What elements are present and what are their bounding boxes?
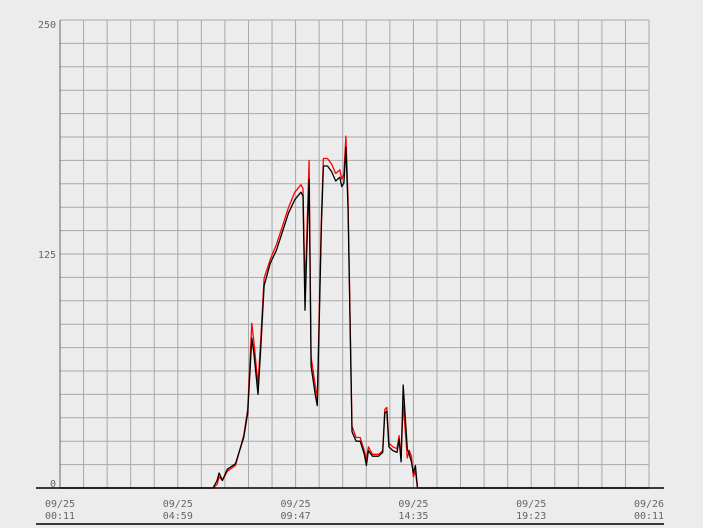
series-line-black: [60, 146, 649, 489]
x-tick-time-label: 09:47: [281, 511, 311, 522]
x-tick-date-label: 09/25: [398, 499, 428, 510]
x-tick-date-label: 09/25: [45, 499, 75, 510]
x-tick-date-label: 09/26: [634, 499, 664, 510]
x-tick-time-label: 00:11: [634, 511, 664, 522]
x-tick-date-label: 09/25: [281, 499, 311, 510]
axis-lines: [36, 20, 664, 525]
y-tick-label: 0: [50, 479, 56, 490]
x-axis-labels: 09/2500:1109/2504:5909/2509:4709/2514:35…: [45, 499, 664, 522]
series-layer: [60, 135, 649, 489]
x-tick-time-label: 14:35: [398, 511, 428, 522]
x-tick-date-label: 09/25: [163, 499, 193, 510]
y-tick-label: 250: [38, 20, 56, 31]
x-tick-time-label: 04:59: [163, 511, 193, 522]
y-axis-labels: 0 125 250: [38, 20, 56, 490]
y-tick-label: 125: [38, 250, 56, 261]
x-tick-time-label: 00:11: [45, 511, 75, 522]
x-tick-date-label: 09/25: [516, 499, 546, 510]
grid: [59, 19, 650, 489]
x-tick-time-label: 19:23: [516, 511, 546, 522]
